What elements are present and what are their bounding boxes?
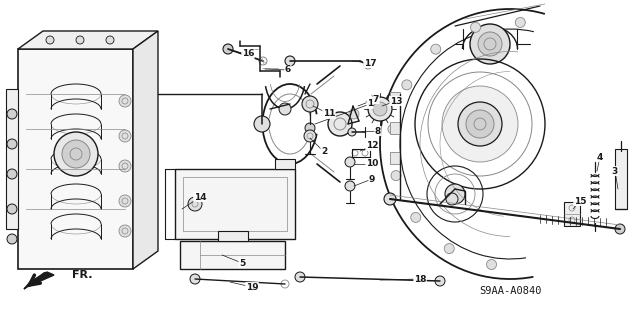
Circle shape — [119, 130, 131, 142]
Text: 3: 3 — [612, 167, 618, 175]
Circle shape — [470, 22, 481, 32]
Circle shape — [285, 56, 295, 66]
Circle shape — [478, 32, 502, 56]
Circle shape — [615, 224, 625, 234]
Circle shape — [458, 102, 502, 146]
Text: 1: 1 — [367, 100, 373, 108]
Text: 9: 9 — [369, 174, 375, 183]
Circle shape — [384, 193, 396, 205]
Text: 14: 14 — [194, 192, 206, 202]
Circle shape — [486, 259, 497, 270]
Text: 11: 11 — [323, 109, 335, 118]
Circle shape — [442, 86, 518, 162]
Circle shape — [302, 96, 318, 112]
Bar — [615, 149, 627, 209]
Circle shape — [445, 184, 465, 204]
Text: 6: 6 — [285, 65, 291, 75]
Polygon shape — [133, 31, 158, 269]
Circle shape — [54, 132, 98, 176]
Bar — [183, 177, 287, 231]
Circle shape — [46, 36, 54, 44]
Circle shape — [106, 36, 114, 44]
Circle shape — [223, 44, 233, 54]
Circle shape — [368, 97, 392, 121]
Bar — [6, 89, 18, 229]
Circle shape — [411, 212, 420, 222]
Circle shape — [305, 123, 315, 133]
Circle shape — [7, 204, 17, 214]
Circle shape — [345, 157, 355, 167]
Circle shape — [388, 124, 398, 134]
Text: 7: 7 — [373, 94, 379, 103]
Circle shape — [7, 139, 17, 149]
Text: 10: 10 — [366, 160, 378, 168]
Bar — [275, 159, 295, 169]
Circle shape — [470, 24, 510, 64]
Circle shape — [7, 169, 17, 179]
Text: 18: 18 — [413, 275, 426, 284]
Text: 15: 15 — [573, 197, 586, 205]
Text: 19: 19 — [246, 283, 259, 292]
Circle shape — [328, 112, 352, 136]
Bar — [218, 231, 248, 241]
Polygon shape — [24, 272, 54, 289]
Circle shape — [515, 18, 525, 27]
Circle shape — [391, 171, 401, 181]
Bar — [390, 92, 400, 104]
Circle shape — [119, 195, 131, 207]
Circle shape — [76, 36, 84, 44]
Circle shape — [304, 130, 316, 142]
Circle shape — [431, 44, 441, 54]
Circle shape — [190, 274, 200, 284]
Text: 13: 13 — [390, 97, 403, 106]
Text: S9AA-A0840: S9AA-A0840 — [479, 286, 541, 296]
Circle shape — [446, 193, 458, 205]
Circle shape — [188, 197, 202, 211]
Circle shape — [254, 116, 270, 132]
Circle shape — [279, 103, 291, 115]
Circle shape — [348, 128, 356, 136]
Circle shape — [435, 276, 445, 286]
Circle shape — [119, 225, 131, 237]
Polygon shape — [18, 31, 158, 49]
Circle shape — [7, 109, 17, 119]
Bar — [390, 152, 400, 164]
Circle shape — [402, 80, 412, 90]
Circle shape — [119, 160, 131, 172]
Circle shape — [295, 272, 305, 282]
Circle shape — [373, 102, 387, 116]
Circle shape — [349, 109, 359, 119]
Circle shape — [7, 234, 17, 244]
Text: 12: 12 — [365, 142, 378, 151]
Text: 17: 17 — [364, 58, 376, 68]
Circle shape — [62, 140, 90, 168]
Bar — [18, 49, 133, 269]
Circle shape — [345, 181, 355, 191]
Circle shape — [119, 95, 131, 107]
Text: 5: 5 — [239, 258, 245, 268]
Bar — [390, 122, 400, 134]
Circle shape — [466, 110, 494, 138]
Text: FR.: FR. — [72, 270, 93, 280]
Text: 16: 16 — [242, 49, 254, 58]
Bar — [180, 241, 285, 269]
Circle shape — [444, 244, 454, 254]
Bar — [564, 202, 580, 226]
Text: 2: 2 — [321, 147, 327, 157]
Text: 8: 8 — [375, 127, 381, 136]
Bar — [175, 169, 295, 239]
Text: 4: 4 — [597, 152, 603, 161]
